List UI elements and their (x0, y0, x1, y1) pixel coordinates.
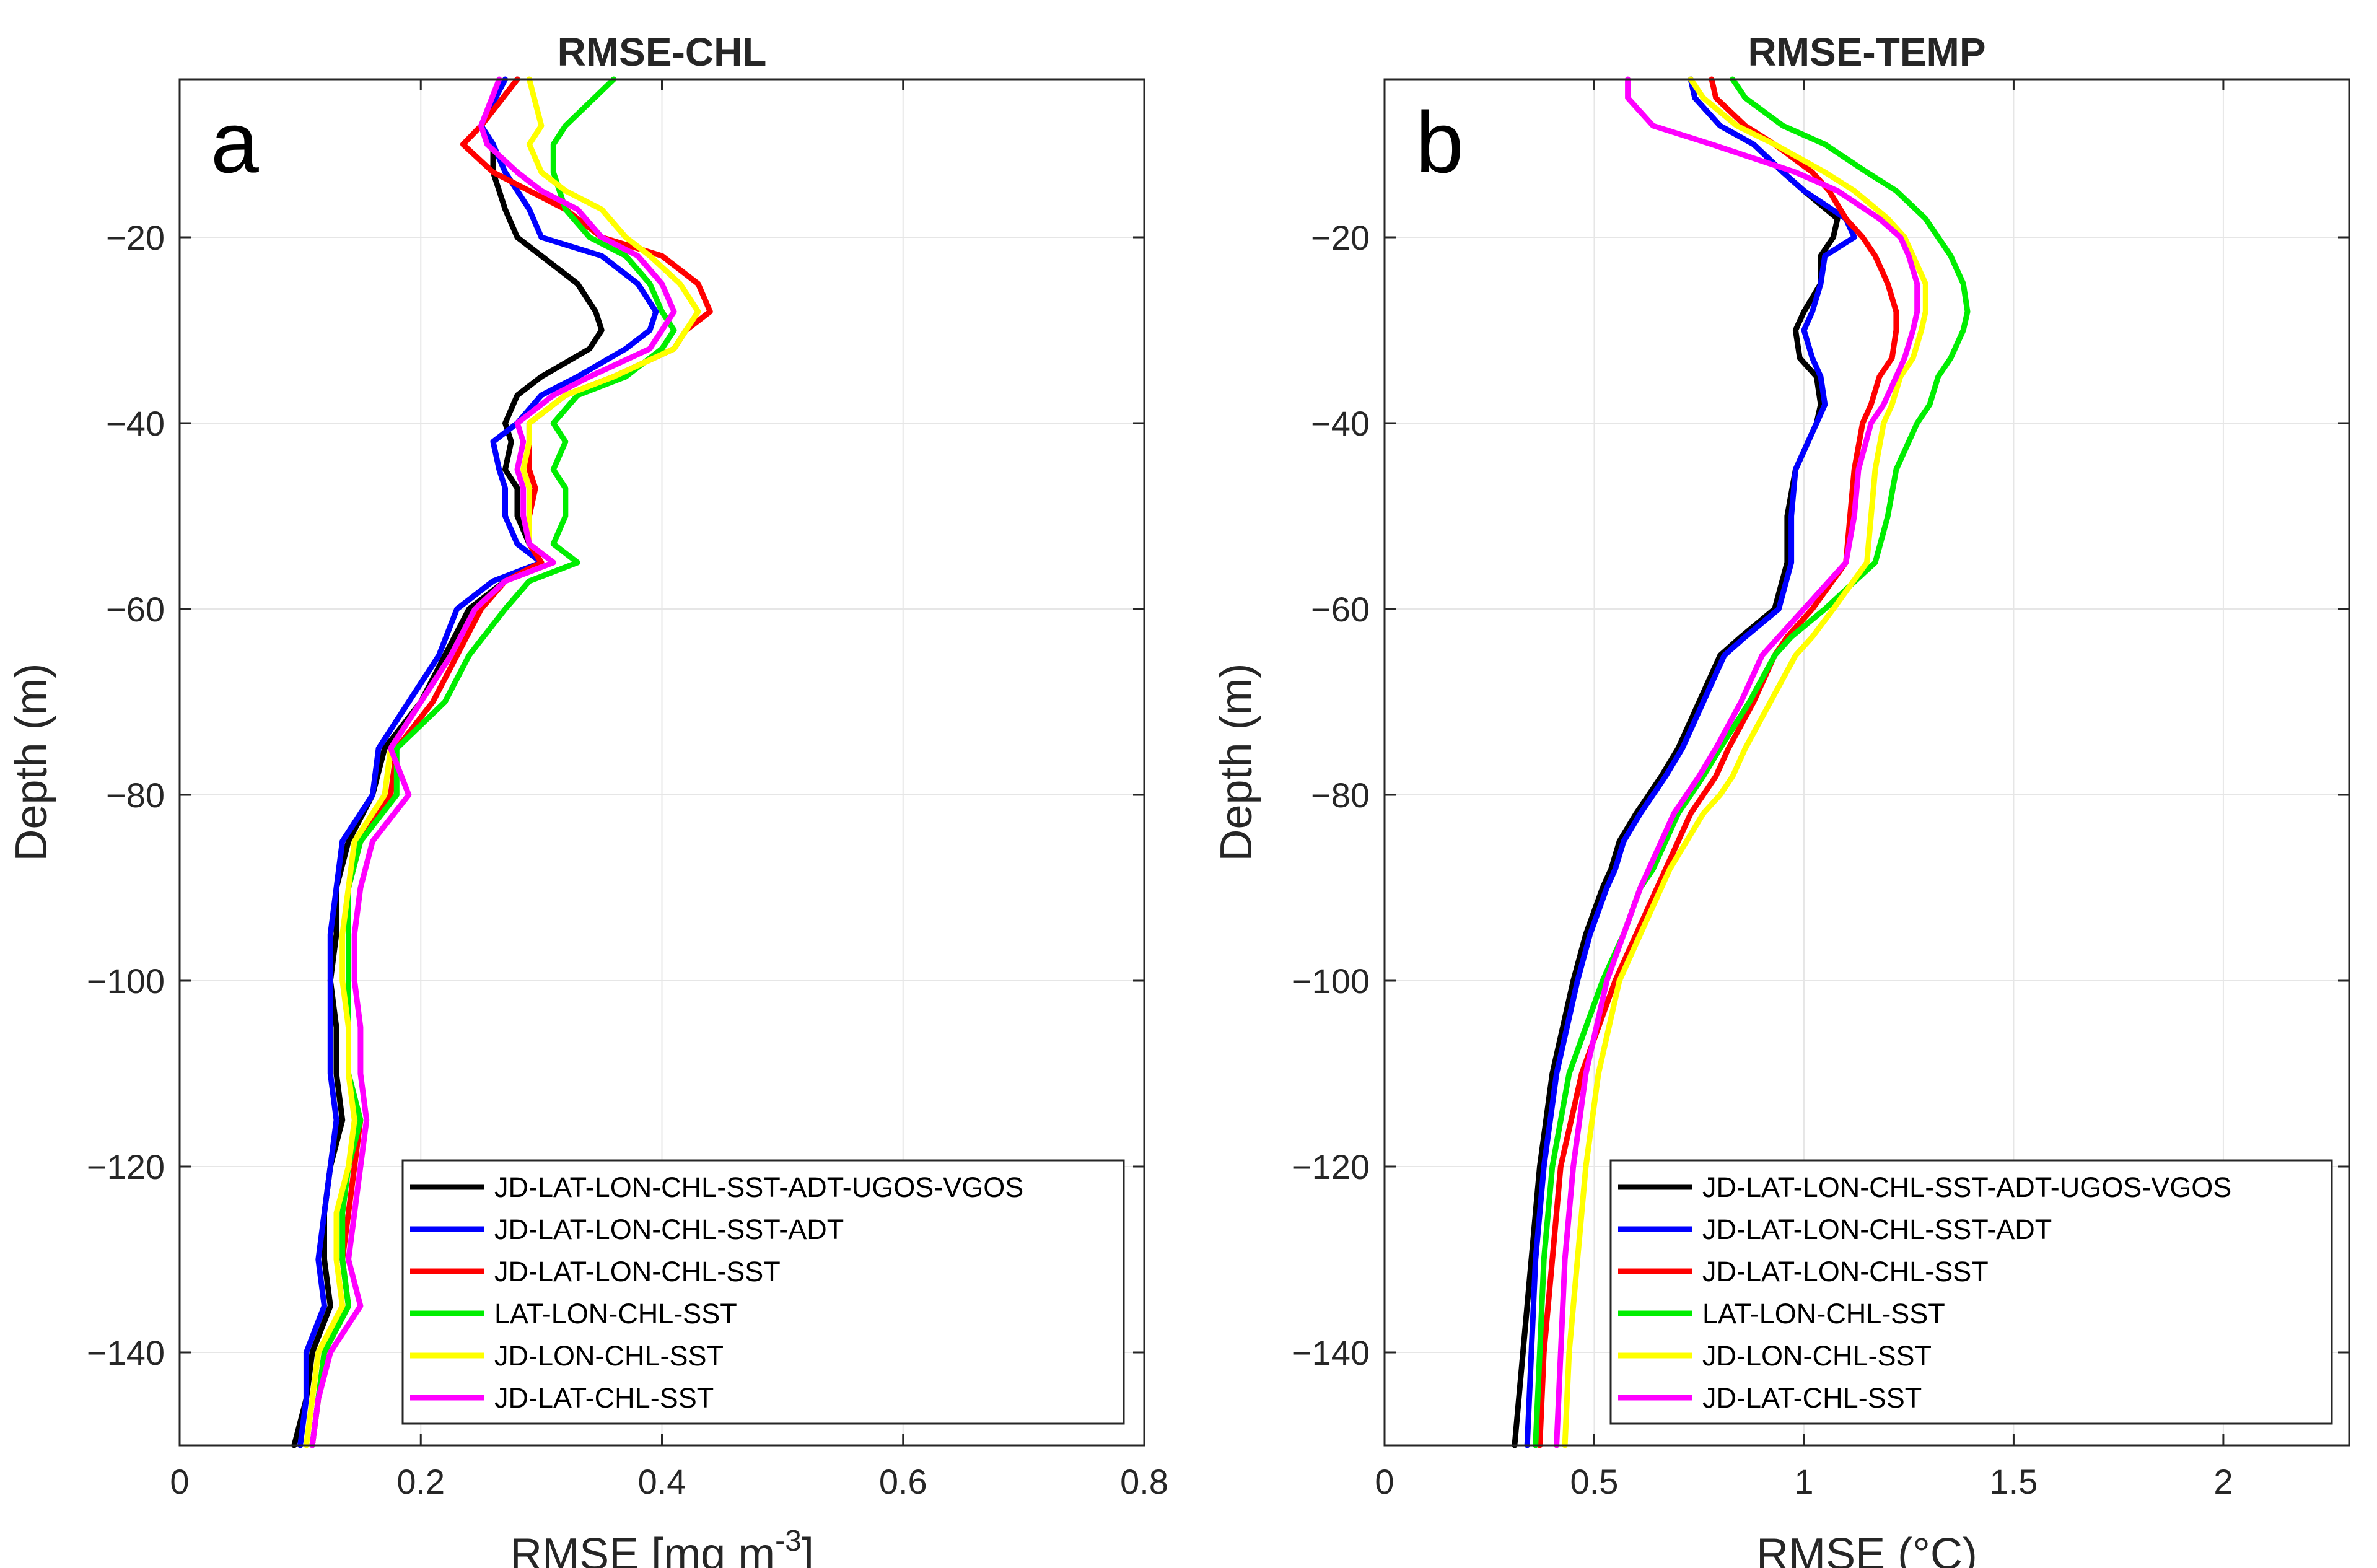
legend-entry: JD-LON-CHL-SST (1702, 1340, 1932, 1372)
x-tick-label: 0.8 (1120, 1462, 1168, 1501)
legend-entry: JD-LON-CHL-SST (494, 1340, 724, 1372)
legend-box (401, 1159, 1125, 1425)
y-axis-label: Depth (m) (1212, 663, 1261, 861)
legend-entry: JD-LAT-LON-CHL-SST-ADT-UGOS-VGOS (494, 1172, 1023, 1203)
legend-entry: JD-LAT-CHL-SST (494, 1382, 714, 1414)
x-tick-label: 1.5 (1990, 1462, 2038, 1501)
series-line-4 (309, 76, 677, 1448)
panel-b-rmse-temp: 0 0.5 1 1.5 2 −20 −40 −60 −80 −100 −120 −140 RMSE-TE… (1212, 30, 2350, 1568)
legend-box (1609, 1159, 2333, 1425)
panel-letter: b (1416, 94, 1464, 191)
chart-title: RMSE-CHL (558, 30, 767, 74)
x-tick-label: 0.2 (396, 1462, 445, 1501)
panel-letter: a (211, 94, 259, 191)
y-tick-label: −20 (106, 218, 165, 257)
y-tick-label: −60 (1311, 590, 1370, 629)
legend-entry: JD-LAT-LON-CHL-SST-ADT-UGOS-VGOS (1702, 1172, 2231, 1203)
x-tick-label: 0 (170, 1462, 189, 1501)
y-axis-label: Depth (m) (7, 663, 56, 861)
series-line-1 (1512, 76, 1841, 1448)
series-line-6 (309, 76, 677, 1448)
legend: JD-LAT-LON-CHL-SST-ADT-UGOS-VGOS JD-LAT-L… (1609, 1159, 2333, 1425)
y-tick-label: −120 (87, 1147, 165, 1186)
x-axis-label: RMSE (°C) (1756, 1530, 1977, 1568)
axes-frame (1383, 78, 2350, 1447)
legend-entry: LAT-LON-CHL-SST (1702, 1298, 1945, 1329)
legend-entry: JD-LAT-LON-CHL-SST (494, 1256, 781, 1287)
y-tick-label: −20 (1311, 218, 1370, 257)
x-tick-label: 1 (1794, 1462, 1813, 1501)
series-line-5 (1562, 76, 1928, 1448)
x-tick-label: 2 (2213, 1462, 2233, 1501)
y-tick-label: −80 (1311, 776, 1370, 815)
legend-entry: JD-LAT-LON-CHL-SST-ADT (1702, 1214, 2052, 1245)
y-tick-label: −80 (106, 776, 165, 815)
y-tick-label: −140 (1292, 1333, 1370, 1372)
x-tick-label: 0.5 (1570, 1462, 1619, 1501)
x-tick-label: 0.6 (879, 1462, 927, 1501)
x-tick-label: 0 (1375, 1462, 1394, 1501)
y-tick-label: −120 (1292, 1147, 1370, 1186)
panel-a-rmse-chl: 0 0.2 0.4 0.6 0.8 −20 −40 −60 −80 −100 −120 −140 RMS… (7, 30, 1168, 1568)
legend-entry: JD-LAT-LON-CHL-SST-ADT (494, 1214, 844, 1245)
y-tick-label: −40 (106, 404, 165, 443)
y-tick-label: −40 (1311, 404, 1370, 443)
y-tick-label: −140 (87, 1333, 165, 1372)
y-tick-label: −100 (87, 961, 165, 1001)
series-line-6 (1554, 76, 1920, 1448)
legend-entry: JD-LAT-CHL-SST (1702, 1382, 1922, 1414)
y-tick-label: −100 (1292, 961, 1370, 1001)
x-tick-label: 0.4 (638, 1462, 686, 1501)
legend-entry: LAT-LON-CHL-SST (494, 1298, 737, 1329)
y-tick-label: −60 (106, 590, 165, 629)
legend-entry: JD-LAT-LON-CHL-SST (1702, 1256, 1989, 1287)
x-axis-label: RMSE [mg m-3] (510, 1525, 814, 1568)
chart-title: RMSE-TEMP (1748, 30, 1986, 74)
legend: JD-LAT-LON-CHL-SST-ADT-UGOS-VGOS JD-LAT-L… (401, 1159, 1125, 1425)
